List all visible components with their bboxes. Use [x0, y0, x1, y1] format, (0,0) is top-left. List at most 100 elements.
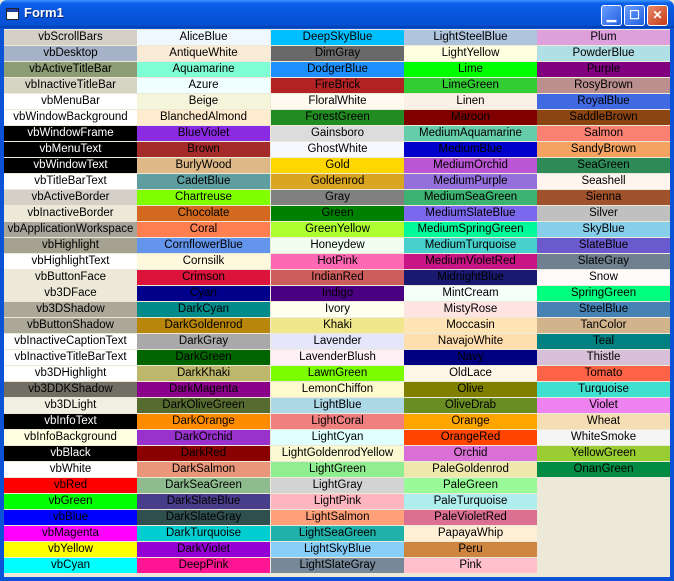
color-label: MintCream [404, 286, 537, 301]
color-label: Honeydew [271, 238, 404, 253]
color-label: LemonChiffon [271, 382, 404, 397]
color-label: Peru [404, 542, 537, 557]
color-label: vbWindowText [4, 158, 137, 173]
color-label: vbRed [4, 478, 137, 493]
close-button[interactable]: ✕ [647, 5, 668, 26]
color-label: MidnightBlue [404, 270, 537, 285]
color-label: SteelBlue [537, 302, 670, 317]
color-label: LightGray [271, 478, 404, 493]
color-label: Pink [404, 558, 537, 573]
color-label: Gray [271, 190, 404, 205]
color-label: DarkOrchid [137, 430, 270, 445]
color-label: Beige [137, 94, 270, 109]
color-label: DarkGreen [137, 350, 270, 365]
color-label: LightSeaGreen [271, 526, 404, 541]
color-label: vbWhite [4, 462, 137, 477]
color-label: AliceBlue [137, 30, 270, 45]
color-label: PaleTurquoise [404, 494, 537, 509]
color-label: vb3DShadow [4, 302, 137, 317]
color-label: LightSkyBlue [271, 542, 404, 557]
color-label: vbWindowBackground [4, 110, 137, 125]
color-label: DeepPink [137, 558, 270, 573]
color-label: HotPink [271, 254, 404, 269]
color-label: YellowGreen [537, 446, 670, 461]
color-label: PaleVioletRed [404, 510, 537, 525]
color-label: OrangeRed [404, 430, 537, 445]
color-label: vb3DHighlight [4, 366, 137, 381]
color-label: Violet [537, 398, 670, 413]
color-label: vbInactiveCaptionText [4, 334, 137, 349]
color-label: Indigo [271, 286, 404, 301]
color-label: vbInactiveTitleBar [4, 78, 137, 93]
color-label: vbDesktop [4, 46, 137, 61]
color-label: CornflowerBlue [137, 238, 270, 253]
color-label: Coral [137, 222, 270, 237]
color-label: Aquamarine [137, 62, 270, 77]
color-label: Cyan [137, 286, 270, 301]
maximize-button[interactable]: ☐ [624, 5, 645, 26]
color-label: CadetBlue [137, 174, 270, 189]
color-label: MediumSeaGreen [404, 190, 537, 205]
color-label: DarkRed [137, 446, 270, 461]
color-label: DarkOliveGreen [137, 398, 270, 413]
color-label: vb3DLight [4, 398, 137, 413]
color-label: LightCoral [271, 414, 404, 429]
color-label: MistyRose [404, 302, 537, 317]
color-label: vb3DFace [4, 286, 137, 301]
color-label: vbActiveBorder [4, 190, 137, 205]
color-label: vbApplicationWorkspace [4, 222, 137, 237]
color-label: Salmon [537, 126, 670, 141]
color-label: LightBlue [271, 398, 404, 413]
color-label: DarkCyan [137, 302, 270, 317]
color-label: vbBlack [4, 446, 137, 461]
color-label: Teal [537, 334, 670, 349]
color-label: PaleGreen [404, 478, 537, 493]
color-label: vbGreen [4, 494, 137, 509]
color-label: DarkViolet [137, 542, 270, 557]
color-label: LightSteelBlue [404, 30, 537, 45]
color-label: vbCyan [4, 558, 137, 573]
color-label: vb3DDKShadow [4, 382, 137, 397]
color-label: vbInactiveBorder [4, 206, 137, 221]
color-label: Cornsilk [137, 254, 270, 269]
color-label: SlateBlue [537, 238, 670, 253]
color-label: Navy [404, 350, 537, 365]
color-label: Linen [404, 94, 537, 109]
color-label: vbMenuBar [4, 94, 137, 109]
color-label: vbScrollBars [4, 30, 137, 45]
color-label: FloralWhite [271, 94, 404, 109]
color-label: RoyalBlue [537, 94, 670, 109]
color-label: LightSlateGray [271, 558, 404, 573]
color-label: BlueViolet [137, 126, 270, 141]
color-label: MediumSlateBlue [404, 206, 537, 221]
color-label: vbBlue [4, 510, 137, 525]
color-label: MediumBlue [404, 142, 537, 157]
color-label: RosyBrown [537, 78, 670, 93]
title-bar[interactable]: Form1 ▁ ☐ ✕ [0, 0, 674, 28]
color-label: DarkSlateBlue [137, 494, 270, 509]
color-label: GhostWhite [271, 142, 404, 157]
color-label: Tomato [537, 366, 670, 381]
color-label: Green [271, 206, 404, 221]
color-label: Khaki [271, 318, 404, 333]
color-label: DarkGray [137, 334, 270, 349]
color-label: Goldenrod [271, 174, 404, 189]
color-label: BlanchedAlmond [137, 110, 270, 125]
color-label: Orchid [404, 446, 537, 461]
color-label: MediumPurple [404, 174, 537, 189]
color-label: Thistle [537, 350, 670, 365]
color-label: DodgerBlue [271, 62, 404, 77]
color-label: Gainsboro [271, 126, 404, 141]
color-label: OldLace [404, 366, 537, 381]
color-label: DarkSalmon [137, 462, 270, 477]
color-label: PapayaWhip [404, 526, 537, 541]
color-label: SandyBrown [537, 142, 670, 157]
form-icon[interactable] [6, 8, 19, 20]
minimize-button[interactable]: ▁ [601, 5, 622, 26]
color-label: vbHighlight [4, 238, 137, 253]
color-label: DarkKhaki [137, 366, 270, 381]
color-label: Chartreuse [137, 190, 270, 205]
color-label: Brown [137, 142, 270, 157]
color-label: MediumAquamarine [404, 126, 537, 141]
color-label: WhiteSmoke [537, 430, 670, 445]
